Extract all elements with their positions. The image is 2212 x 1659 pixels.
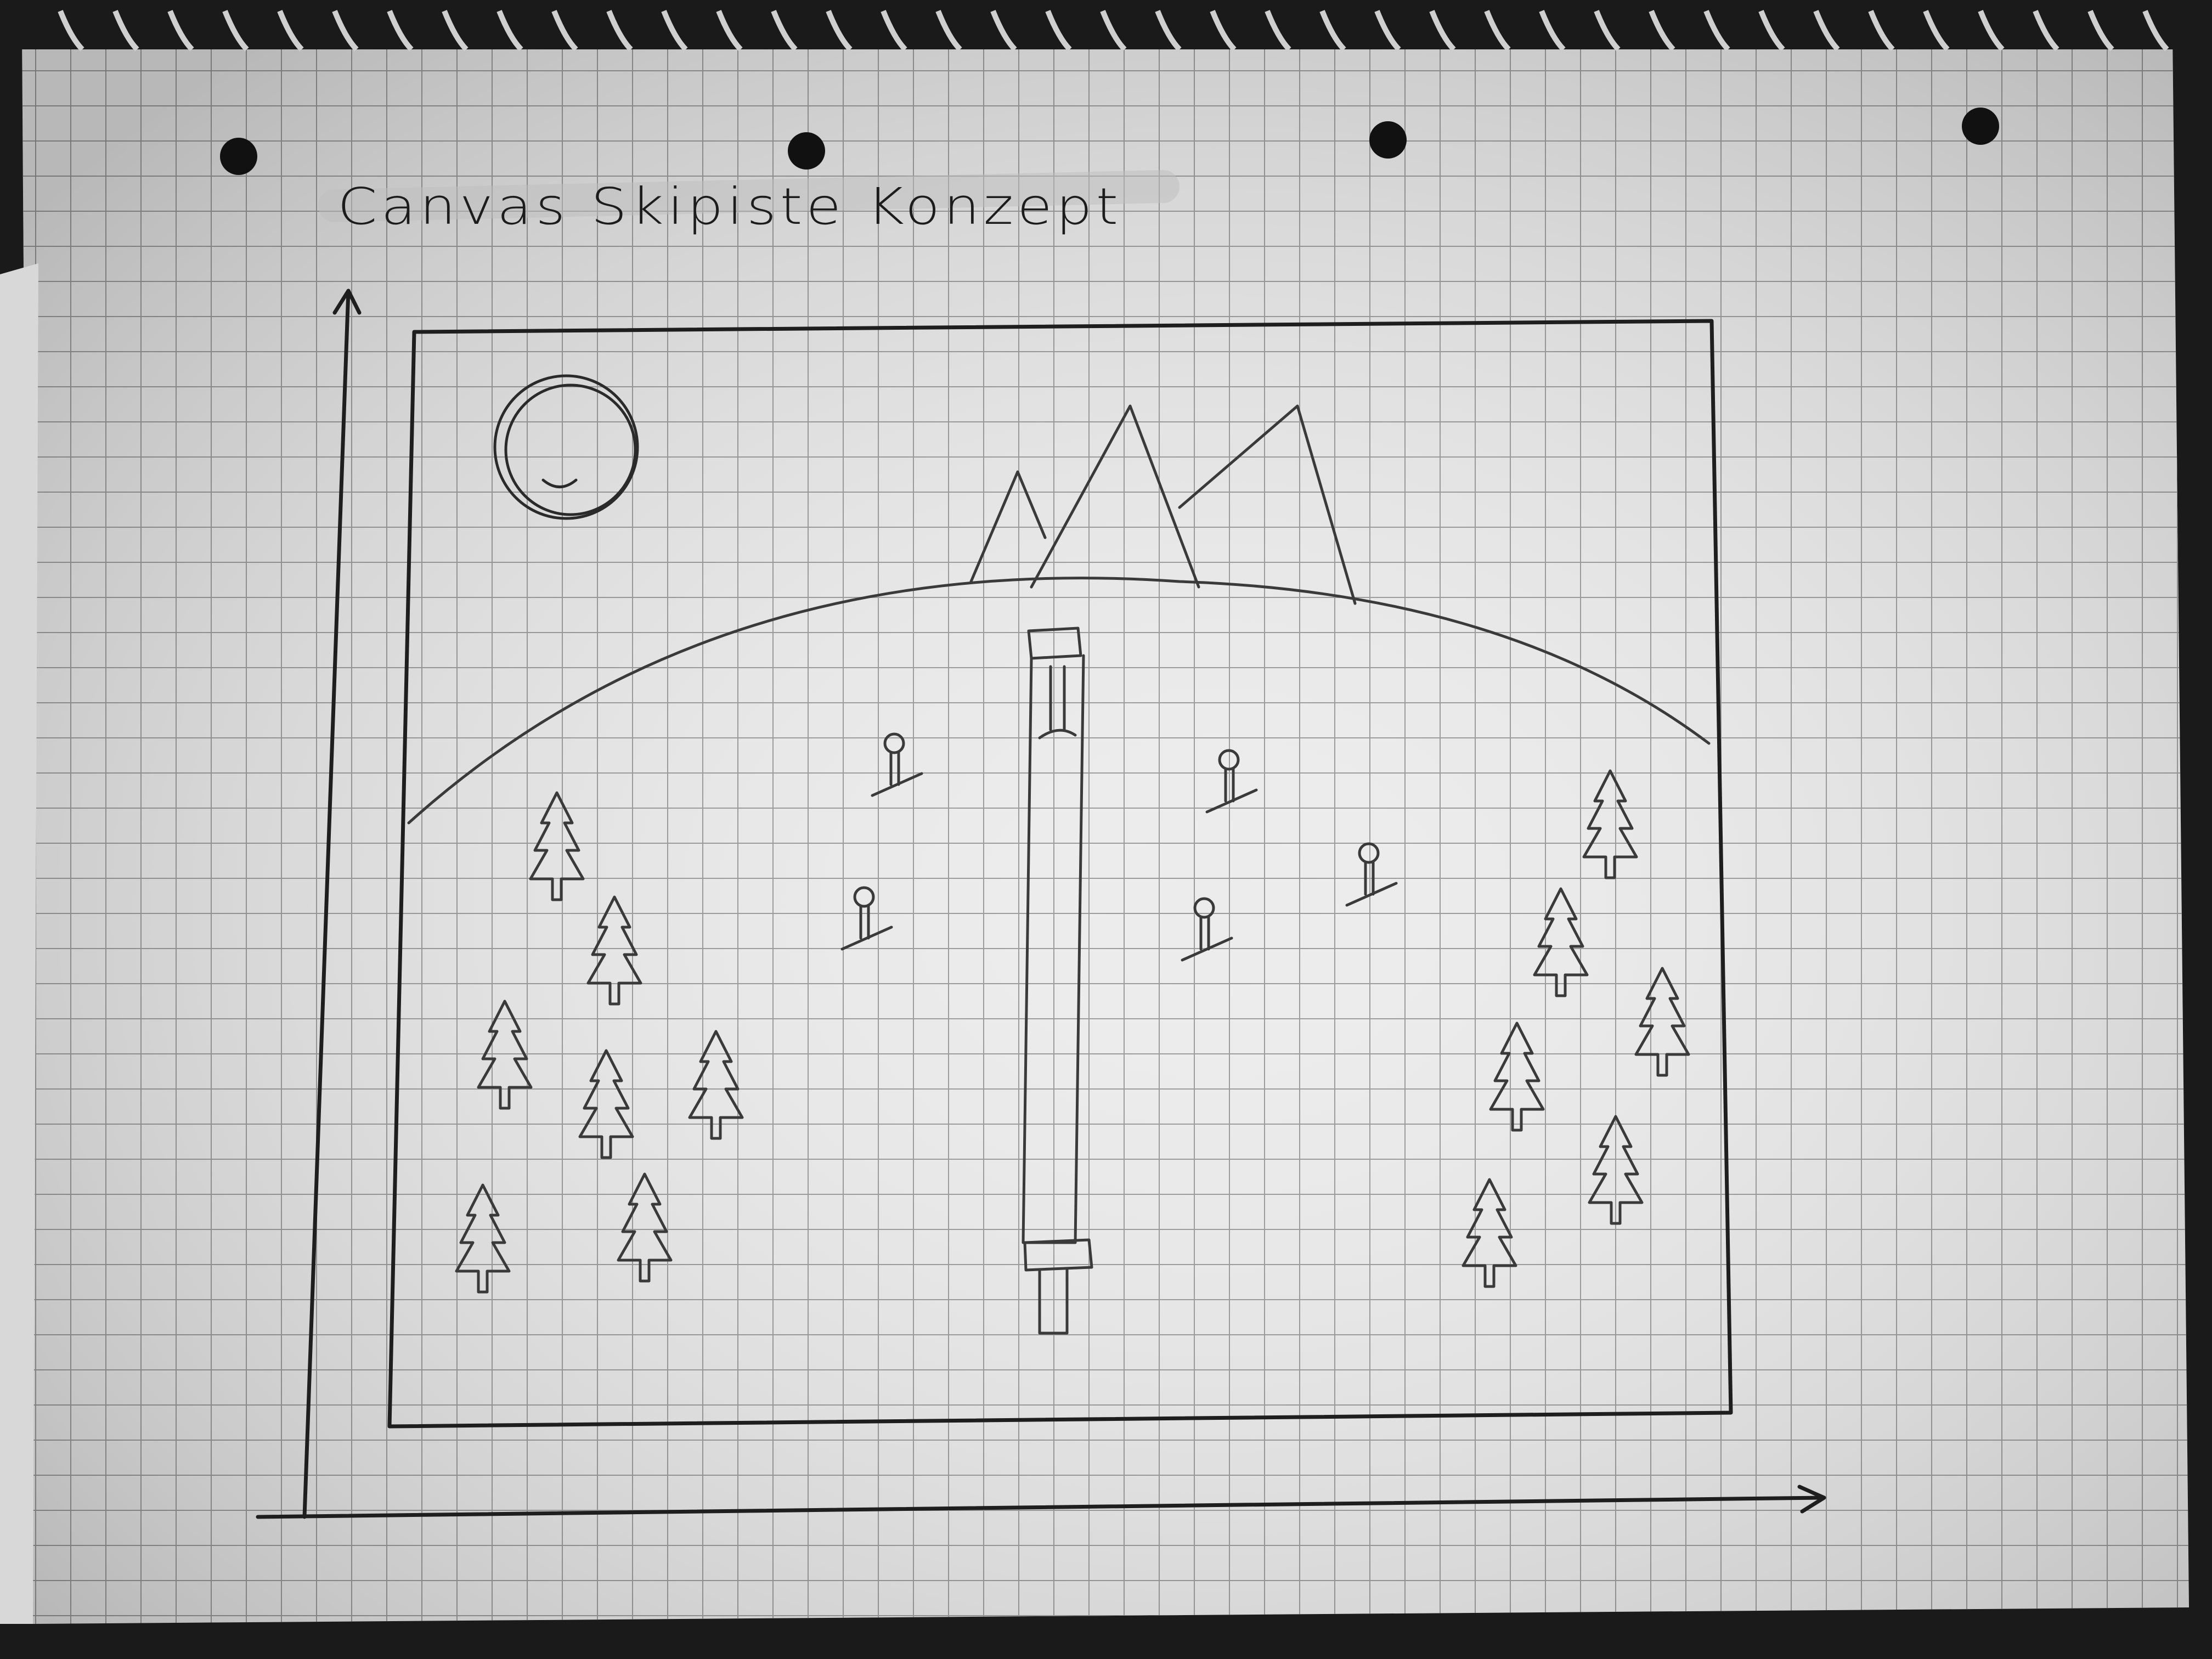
title-block: Canvas Skipiste Konzept [318, 170, 1180, 236]
x-axis [256, 1496, 1824, 1519]
sketch-title: Canvas Skipiste Konzept [337, 177, 1122, 236]
notebook-page [0, 33, 2189, 1624]
sun-icon [493, 374, 639, 520]
mountain-peak-icon [969, 404, 1357, 605]
y-axis [302, 289, 351, 1519]
coordinate-axes [256, 289, 1826, 1519]
ski-lift-icon [1022, 627, 1093, 1335]
y-axis-arrow-icon [332, 289, 362, 315]
spiral-binding [0, 0, 2212, 52]
slope-horizon [407, 577, 1711, 825]
punch-holes [220, 108, 1999, 175]
canvas-frame [387, 319, 1733, 1429]
x-axis-arrow-icon [1797, 1485, 1826, 1514]
